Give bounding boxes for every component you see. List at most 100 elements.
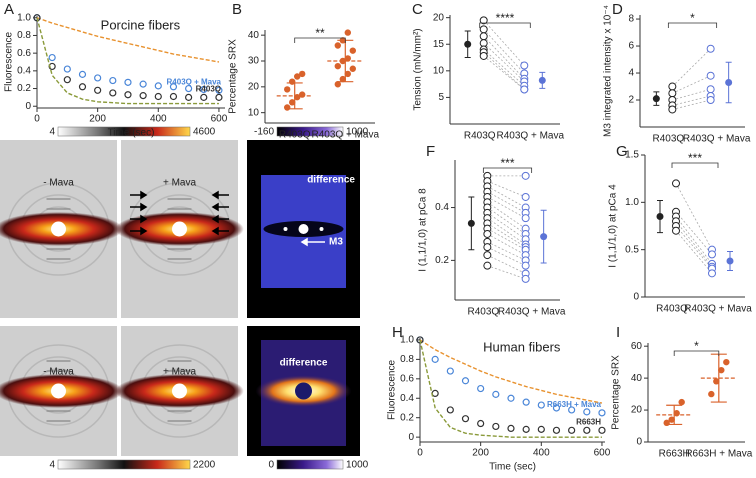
- data-point: [483, 251, 492, 260]
- pair-line: [487, 212, 526, 240]
- series-marker: [215, 93, 223, 101]
- y-tick-label: 0.4: [17, 65, 31, 76]
- series-marker: [139, 80, 147, 88]
- panel-letter: G: [616, 143, 628, 160]
- y-tick-label: 0.2: [17, 83, 31, 94]
- data-point: [521, 261, 530, 270]
- pair-line: [675, 216, 713, 265]
- data-point: [668, 89, 677, 98]
- data-point: [708, 250, 716, 259]
- data-point: [668, 105, 677, 114]
- significance-bracket: [673, 350, 720, 356]
- data-point: [708, 269, 716, 278]
- pair-line: [487, 217, 526, 245]
- pair-line: [483, 55, 525, 90]
- pair-line: [487, 228, 526, 251]
- series-marker: [169, 83, 178, 91]
- panel-letter: H: [392, 324, 403, 341]
- data-point: [479, 16, 488, 25]
- series-marker: [583, 426, 591, 434]
- series-marker: [522, 425, 530, 433]
- series-line: [36, 17, 219, 105]
- y-axis-label: Percentage SRX: [611, 355, 622, 430]
- y-axis-label: Percentage SRX: [228, 39, 239, 114]
- data-point: [334, 62, 341, 70]
- pair-line: [487, 265, 526, 280]
- colorbar-tick-label: -160: [254, 127, 274, 138]
- data-point: [349, 65, 356, 72]
- x-tick-label: R403Q: [656, 304, 688, 315]
- y-tick-label: 40: [248, 30, 260, 41]
- series-marker: [446, 367, 454, 375]
- y-tick-label: 0: [633, 292, 639, 303]
- arrow: [211, 214, 229, 224]
- series-marker: [552, 404, 561, 412]
- y-tick-label: 0.6: [17, 48, 31, 59]
- colorbar-tick-label: 0: [268, 460, 274, 471]
- series-marker: [492, 422, 500, 431]
- series-marker: [124, 91, 132, 99]
- y-tick-label: 20: [433, 12, 445, 23]
- series-marker: [461, 377, 470, 385]
- pair-line: [675, 211, 713, 255]
- pair-line: [487, 241, 526, 261]
- series-label: R663H: [576, 417, 601, 426]
- significance-bracket: [671, 162, 719, 168]
- beam-stop: [51, 383, 66, 399]
- data-point: [672, 226, 680, 235]
- series-marker: [200, 93, 208, 101]
- series-marker: [139, 92, 147, 100]
- data-point: [344, 55, 351, 62]
- data-point: [723, 358, 730, 366]
- data-point: [706, 96, 715, 105]
- y-tick-label: 0.4: [435, 202, 449, 213]
- x-tick-label: R403Q + Mava: [497, 131, 565, 142]
- x-tick-label: 0: [417, 448, 423, 459]
- colorbar: [276, 126, 344, 137]
- arrow: [211, 202, 229, 212]
- series-marker: [568, 426, 576, 434]
- series-marker: [461, 415, 470, 423]
- series-marker: [477, 419, 485, 428]
- significance-label: ***: [688, 151, 702, 165]
- series-marker: [522, 398, 530, 406]
- series-marker: [507, 424, 515, 432]
- y-tick-label: 0.2: [400, 412, 414, 423]
- y-tick-label: 10: [433, 65, 445, 76]
- series-marker: [537, 401, 545, 409]
- data-point: [706, 71, 715, 80]
- significance-label: ***: [500, 156, 514, 170]
- x-tick-label: 200: [472, 448, 489, 459]
- y-axis-label: M3 integrated intensity x 10⁻⁴: [603, 5, 614, 137]
- data-point: [299, 91, 306, 98]
- series-marker: [154, 82, 162, 90]
- x-tick-label: R403Q + Mava: [498, 307, 566, 318]
- data-point: [521, 171, 530, 180]
- y-tick-label: 30: [248, 56, 260, 67]
- data-point: [706, 44, 715, 53]
- x-tick-label: R403Q: [653, 134, 685, 145]
- series-line: [36, 17, 220, 63]
- data-point: [483, 243, 492, 252]
- series-marker: [154, 92, 162, 101]
- annotation: M3: [329, 237, 343, 248]
- significance-label: **: [315, 26, 325, 40]
- pair-line: [487, 233, 526, 256]
- series-marker: [63, 76, 71, 84]
- x-tick-label: R663H: [659, 449, 690, 460]
- panel-letter: B: [232, 1, 242, 18]
- mean-marker: [538, 76, 546, 84]
- data-point: [299, 70, 306, 78]
- pair-line: [487, 223, 526, 248]
- colorbar-tick-label: 4600: [193, 127, 216, 138]
- data-point: [708, 390, 715, 398]
- series-marker: [169, 92, 178, 101]
- y-tick-label: 0.5: [625, 244, 639, 255]
- x-tick-label: 600: [594, 448, 611, 459]
- data-point: [718, 366, 725, 374]
- series-marker: [94, 74, 102, 82]
- series-marker: [507, 394, 515, 402]
- mean-marker: [656, 213, 664, 221]
- pair-line: [487, 254, 526, 274]
- x-tick-label: 400: [150, 114, 167, 125]
